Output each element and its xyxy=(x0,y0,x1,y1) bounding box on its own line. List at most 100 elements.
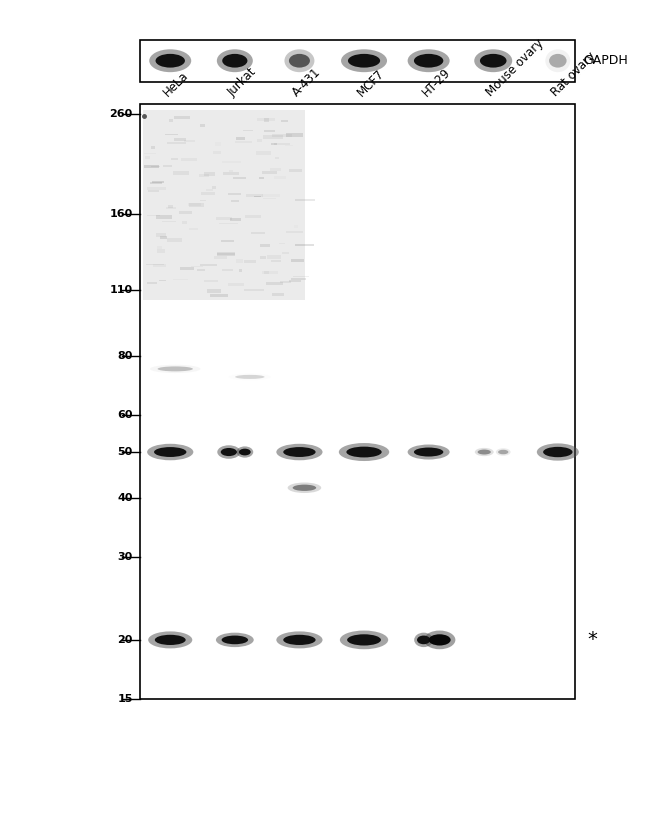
Bar xyxy=(221,240,234,241)
Text: A-431: A-431 xyxy=(291,66,324,99)
Bar xyxy=(157,245,162,250)
Bar xyxy=(230,218,241,220)
Bar xyxy=(200,174,209,177)
Ellipse shape xyxy=(428,634,450,646)
Bar xyxy=(274,157,279,159)
Ellipse shape xyxy=(285,49,315,72)
Ellipse shape xyxy=(154,447,187,457)
Text: 20: 20 xyxy=(118,635,133,645)
Bar xyxy=(228,284,244,286)
Bar xyxy=(196,269,205,271)
Bar xyxy=(189,203,203,207)
Bar xyxy=(213,151,222,154)
Bar xyxy=(151,146,155,149)
Ellipse shape xyxy=(346,447,382,458)
Bar xyxy=(191,265,203,267)
Bar xyxy=(203,172,215,176)
Bar xyxy=(159,280,166,281)
Bar xyxy=(285,145,293,146)
Ellipse shape xyxy=(408,49,450,72)
Bar xyxy=(245,215,261,218)
Bar xyxy=(212,186,216,189)
Bar xyxy=(168,119,173,122)
Ellipse shape xyxy=(414,54,443,67)
Ellipse shape xyxy=(292,484,316,491)
Ellipse shape xyxy=(150,49,191,72)
Ellipse shape xyxy=(239,448,251,455)
Bar xyxy=(270,168,281,171)
Text: 15: 15 xyxy=(118,694,133,704)
Bar xyxy=(254,196,261,197)
Bar xyxy=(162,220,176,222)
Bar xyxy=(223,172,239,175)
Bar xyxy=(233,177,246,179)
Bar xyxy=(231,201,239,202)
Bar xyxy=(272,293,285,296)
Bar xyxy=(292,275,309,277)
Bar xyxy=(271,142,277,146)
Text: 60: 60 xyxy=(117,409,133,419)
Bar xyxy=(266,282,283,285)
Text: 40: 40 xyxy=(117,493,133,503)
Bar xyxy=(291,279,306,280)
Ellipse shape xyxy=(222,54,248,67)
Bar xyxy=(251,231,265,234)
Ellipse shape xyxy=(147,443,193,460)
Bar xyxy=(148,191,159,192)
Text: 110: 110 xyxy=(110,285,133,295)
Bar xyxy=(204,280,218,281)
Bar xyxy=(210,294,228,297)
Bar xyxy=(263,194,280,197)
Bar xyxy=(145,156,150,160)
Bar xyxy=(257,118,274,121)
Bar xyxy=(263,271,268,275)
Bar xyxy=(159,236,167,239)
Bar xyxy=(147,215,161,216)
Bar xyxy=(235,136,245,141)
Bar xyxy=(281,252,289,255)
Bar xyxy=(182,221,187,224)
Text: Rat ovary: Rat ovary xyxy=(549,49,598,99)
Bar xyxy=(189,229,198,230)
Bar xyxy=(140,40,575,82)
Bar xyxy=(201,191,214,196)
Bar xyxy=(217,253,235,255)
Ellipse shape xyxy=(417,636,430,644)
Ellipse shape xyxy=(545,49,570,72)
Bar xyxy=(200,124,205,126)
Ellipse shape xyxy=(478,449,491,454)
Bar xyxy=(165,134,178,135)
Bar xyxy=(227,193,241,195)
Bar xyxy=(167,141,186,144)
Bar xyxy=(261,256,265,259)
Ellipse shape xyxy=(474,49,512,72)
Bar xyxy=(216,252,235,255)
Bar xyxy=(173,171,189,175)
Ellipse shape xyxy=(148,631,192,648)
Bar xyxy=(286,230,303,233)
Bar xyxy=(214,256,228,259)
Text: *: * xyxy=(587,631,597,650)
Bar xyxy=(166,238,182,242)
Bar xyxy=(280,243,285,244)
Bar xyxy=(237,260,243,263)
Bar xyxy=(229,170,233,172)
Ellipse shape xyxy=(221,448,237,456)
Bar xyxy=(291,259,304,262)
Ellipse shape xyxy=(498,450,508,454)
Bar xyxy=(184,141,195,142)
Bar xyxy=(166,206,176,209)
Text: MCF7: MCF7 xyxy=(355,67,387,99)
Bar xyxy=(256,151,271,155)
Text: Mouse ovary: Mouse ovary xyxy=(484,37,547,99)
Bar xyxy=(188,203,201,206)
Ellipse shape xyxy=(543,447,573,458)
Bar xyxy=(289,280,300,282)
Bar xyxy=(174,137,185,141)
Text: 30: 30 xyxy=(118,552,133,562)
Bar xyxy=(244,260,255,263)
Ellipse shape xyxy=(288,483,321,493)
Ellipse shape xyxy=(537,443,579,461)
Bar xyxy=(150,182,162,184)
Bar xyxy=(146,264,164,265)
